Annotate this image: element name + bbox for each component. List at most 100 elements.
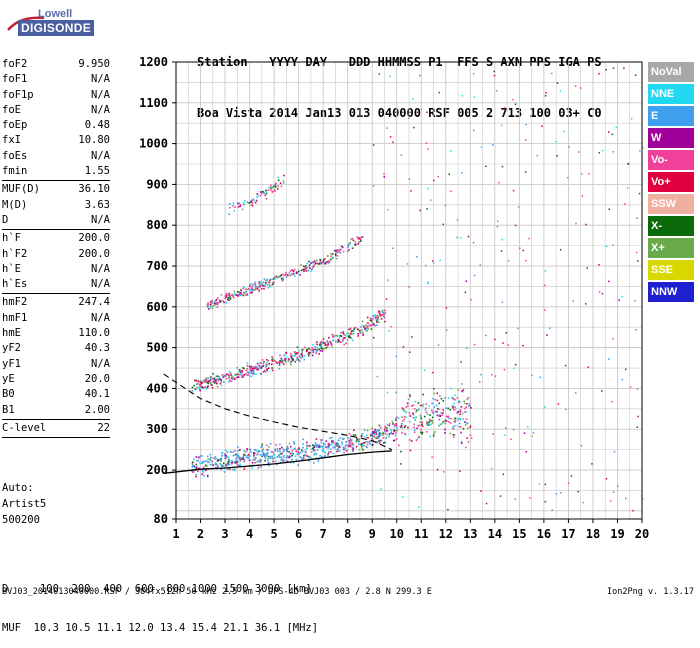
echo-point (355, 326, 357, 329)
echo-point (425, 407, 427, 410)
echo-point (315, 352, 317, 355)
echo-point (263, 369, 266, 372)
echo-point (226, 460, 229, 463)
echo-point (207, 461, 209, 463)
echo-point (445, 307, 448, 309)
echo-point (210, 456, 213, 459)
echo-point (357, 243, 360, 245)
echo-point (262, 448, 264, 450)
echo-point (220, 460, 222, 463)
echo-point (201, 382, 203, 384)
echo-point (199, 381, 202, 384)
echo-point (191, 465, 194, 468)
echo-point (413, 423, 415, 426)
echo-point (505, 332, 508, 334)
echo-point (256, 450, 259, 453)
profile-curves (163, 373, 393, 474)
echo-point (580, 173, 583, 175)
param-name: h`F (2, 232, 21, 245)
echo-point (301, 351, 304, 353)
echo-point (276, 463, 278, 466)
echo-point (330, 255, 332, 258)
echo-point (283, 174, 285, 177)
echo-point (325, 445, 327, 448)
echo-point (236, 291, 239, 293)
echo-point (412, 413, 415, 416)
legend-w: W (648, 128, 694, 148)
echo-point (211, 302, 214, 304)
echo-point (296, 352, 299, 354)
echo-point (313, 446, 316, 449)
echo-point (206, 455, 209, 458)
echo-point (294, 455, 297, 458)
echo-point (239, 464, 242, 467)
echo-point (393, 425, 396, 428)
echo-point (346, 250, 349, 253)
echo-point (329, 443, 331, 446)
echo-point (209, 458, 211, 461)
echo-point (319, 349, 322, 352)
echo-point (266, 451, 269, 454)
echo-point (366, 326, 369, 329)
echo-point (383, 429, 386, 431)
echo-point (366, 316, 369, 319)
echo-point (431, 416, 434, 419)
echo-point (264, 194, 267, 196)
echo-point (451, 405, 454, 407)
echo-point (416, 427, 418, 430)
echo-point (374, 324, 376, 327)
echo-point (368, 440, 371, 443)
echo-point (225, 301, 228, 304)
echo-point (238, 371, 241, 373)
echo-point (229, 296, 232, 299)
echo-point (320, 439, 322, 441)
echo-point (300, 451, 302, 454)
param-name: fxI (2, 134, 21, 147)
echo-point (211, 307, 214, 310)
echo-point (253, 449, 256, 451)
echo-point (525, 123, 527, 126)
echo-point (273, 277, 275, 279)
echo-point (411, 336, 413, 338)
echo-point (459, 413, 461, 416)
echo-point (268, 464, 270, 467)
echo-point (220, 468, 222, 471)
echo-point (582, 501, 585, 504)
echo-point (251, 291, 253, 294)
echo-point (237, 446, 239, 449)
echo-point (429, 435, 432, 438)
echo-point (360, 435, 363, 438)
echo-point (264, 459, 266, 462)
echo-point (208, 308, 210, 310)
echo-point (204, 469, 207, 472)
legend-nne: NNE (648, 84, 694, 104)
echo-point (262, 191, 264, 193)
echo-point (465, 422, 468, 424)
echo-point (213, 300, 216, 303)
echo-point (200, 462, 203, 464)
echo-point (459, 426, 462, 428)
echo-point (460, 431, 462, 434)
echo-point (275, 460, 277, 463)
echo-point (197, 459, 200, 462)
echo-point (623, 67, 625, 70)
param-row: foEp 0.48 (2, 118, 110, 133)
echo-point (444, 428, 446, 431)
echo-point (287, 360, 290, 362)
echo-point (448, 421, 450, 423)
echo-point (368, 324, 371, 327)
echo-point (342, 446, 345, 448)
echo-point (386, 423, 389, 426)
echo-point (365, 434, 368, 437)
echo-point (462, 418, 464, 420)
echo-point (501, 238, 504, 241)
echo-point (308, 260, 310, 263)
echo-point (396, 427, 398, 429)
echo-point (237, 295, 240, 298)
echo-point (279, 275, 282, 277)
echo-point (439, 259, 442, 262)
echo-point (304, 449, 307, 452)
echo-point (412, 412, 414, 415)
echo-point (228, 376, 230, 379)
echo-point (560, 492, 562, 494)
